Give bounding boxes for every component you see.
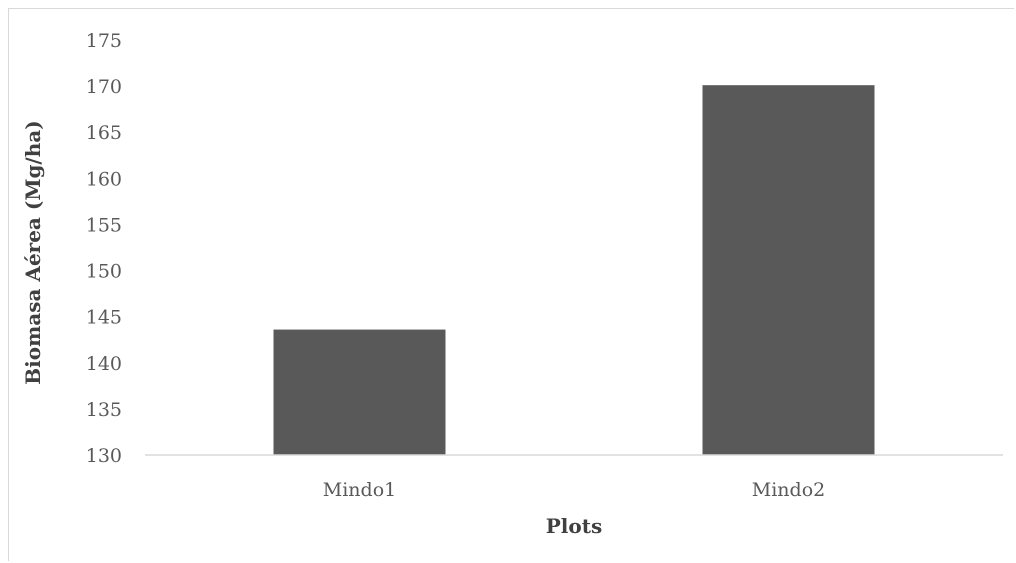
y-tick-label: 155 xyxy=(86,214,122,236)
y-tick-label: 150 xyxy=(86,261,122,283)
x-tick-label: Mindo2 xyxy=(752,479,825,501)
y-tick-label: 130 xyxy=(86,445,122,467)
x-axis-ticks: Mindo1 Mindo2 xyxy=(323,479,825,501)
x-tick-label: Mindo1 xyxy=(323,479,396,501)
y-tick-label: 170 xyxy=(86,76,122,98)
y-tick-label: 145 xyxy=(86,307,122,329)
bars xyxy=(273,85,875,455)
bar-mindo1 xyxy=(273,329,446,455)
x-axis-title: Plots xyxy=(546,514,602,538)
y-tick-label: 175 xyxy=(86,30,122,52)
y-tick-label: 135 xyxy=(86,399,122,421)
bar-mindo2 xyxy=(702,85,875,455)
y-tick-label: 165 xyxy=(86,122,122,144)
y-tick-label: 160 xyxy=(86,168,122,190)
y-axis-ticks: 130 135 140 145 150 155 160 165 170 175 xyxy=(86,30,122,467)
y-tick-label: 140 xyxy=(86,353,122,375)
y-axis-title: Biomasa Aérea (Mg/ha) xyxy=(21,120,45,384)
